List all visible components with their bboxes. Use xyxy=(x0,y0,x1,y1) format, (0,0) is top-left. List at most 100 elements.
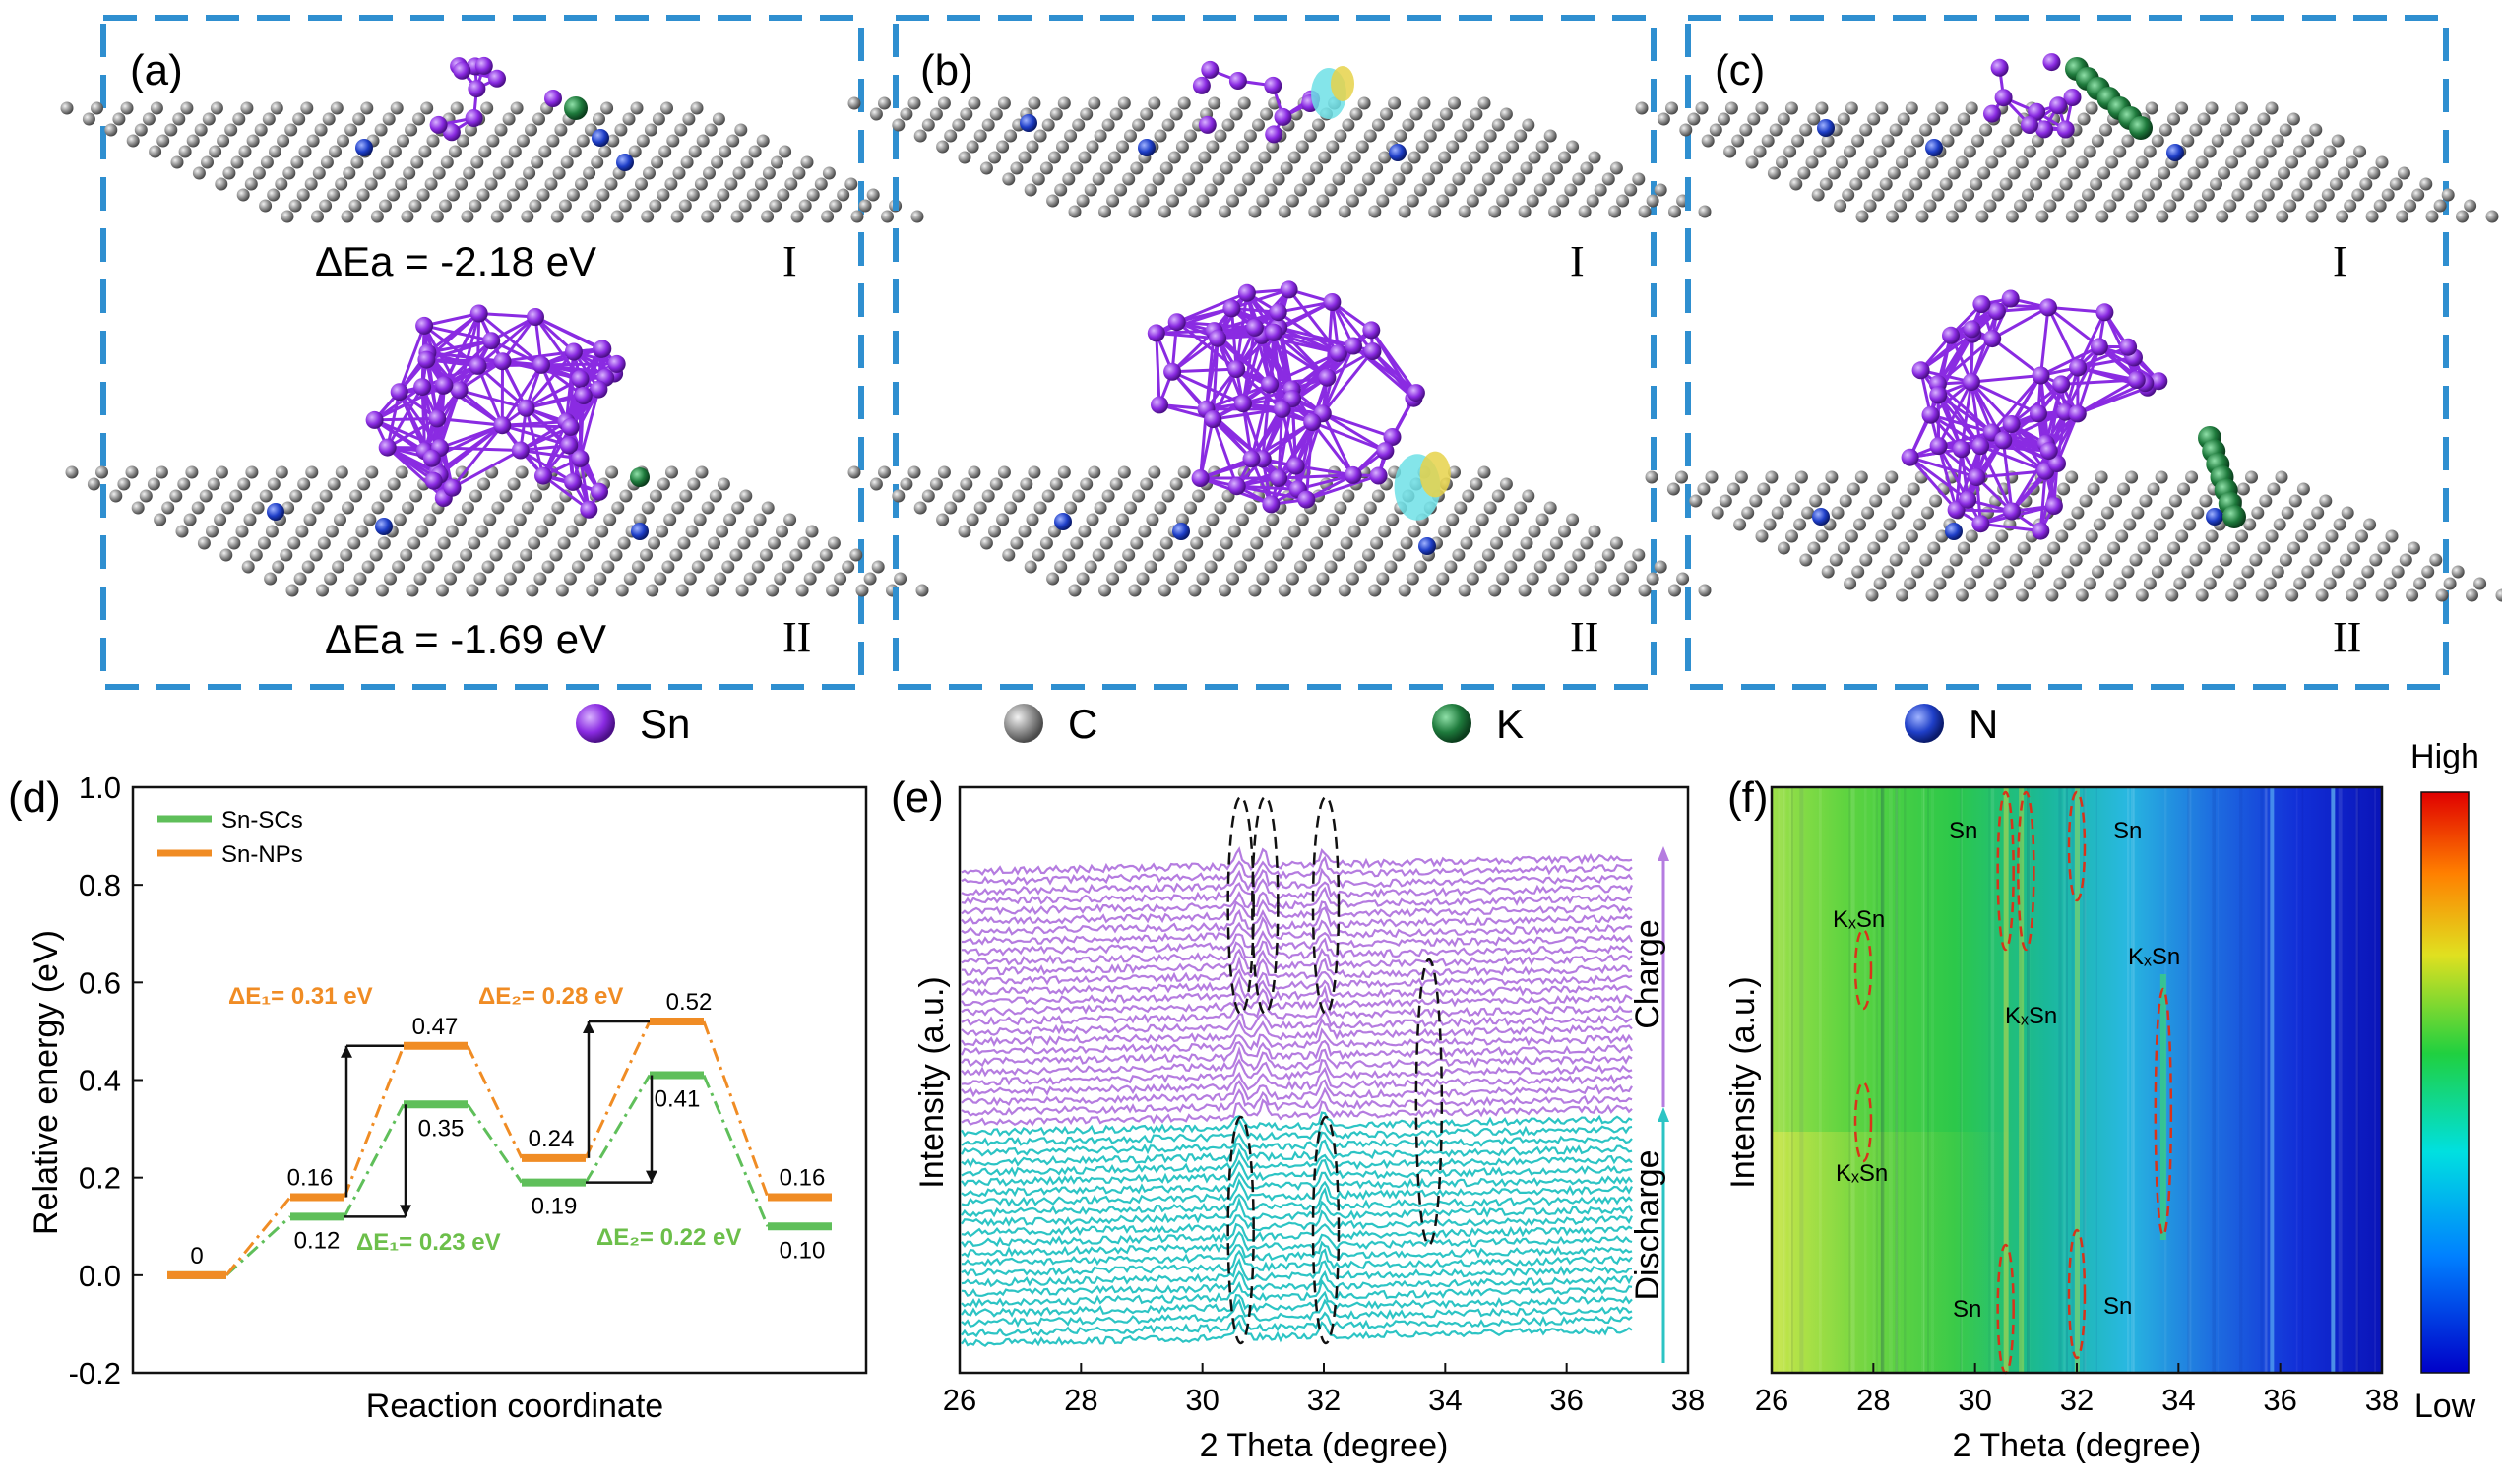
carbon-atom xyxy=(1724,101,1738,115)
carbon-atom xyxy=(264,572,278,586)
sn-bond xyxy=(476,315,536,368)
carbon-atom xyxy=(1221,118,1235,132)
tin-atom xyxy=(574,387,593,404)
carbon-atom xyxy=(1498,525,1512,538)
carbon-atom xyxy=(988,151,1001,164)
tin-atom xyxy=(1245,318,1264,337)
carbon-atom xyxy=(1295,140,1309,154)
heatmap-bright-line xyxy=(2331,787,2336,1373)
carbon-atom xyxy=(1541,172,1555,186)
carbon-atom xyxy=(1169,107,1183,121)
carbon-atom xyxy=(2456,210,2469,223)
carbon-atom xyxy=(249,548,263,562)
carbon-atom xyxy=(1214,129,1227,143)
carbon-atom xyxy=(285,584,299,597)
carbon-atom xyxy=(1332,548,1345,562)
carbon-atom xyxy=(2355,529,2368,543)
carbon-atom xyxy=(1811,188,1825,202)
carbon-atom xyxy=(648,536,660,550)
carbon-atom xyxy=(2203,577,2217,590)
tin-atom xyxy=(1192,76,1211,94)
carbon-atom xyxy=(694,177,708,191)
carbon-atom xyxy=(172,112,186,126)
sn-bond xyxy=(1241,402,1253,460)
heatmap-streak xyxy=(1872,787,1876,1373)
carbon-atom xyxy=(1675,470,1688,484)
carbon-atom xyxy=(1198,525,1212,538)
sn-bond xyxy=(1273,331,1354,347)
carbon-atom xyxy=(1326,140,1340,154)
carbon-atom xyxy=(1018,525,1032,538)
carbon-atom xyxy=(2241,134,2255,148)
nitrogen-atom xyxy=(1389,144,1407,161)
carbon-atom xyxy=(1272,172,1285,186)
carbon-atom xyxy=(1388,96,1402,110)
carbon-atom xyxy=(1278,205,1291,218)
carbon-atom xyxy=(470,155,484,169)
carbon-atom xyxy=(892,118,906,132)
carbon-atom xyxy=(183,513,197,526)
carbon-atom xyxy=(2299,177,2313,191)
carbon-atom xyxy=(603,513,617,526)
carbon-atom xyxy=(996,140,1010,154)
carbon-atom xyxy=(708,536,720,550)
carbon-atom xyxy=(445,525,459,538)
carbon-atom xyxy=(447,188,460,202)
carbon-atom xyxy=(1124,501,1137,515)
sn-bond xyxy=(542,474,591,512)
carbon-atom xyxy=(1755,101,1769,115)
carbon-atom xyxy=(1054,560,1068,574)
carbon-atom xyxy=(688,145,702,158)
carbon-atom xyxy=(1719,494,1732,508)
carbon-atom xyxy=(2158,123,2172,137)
carbon-atom xyxy=(652,112,665,126)
carbon-atom xyxy=(814,177,828,191)
carbon-atom xyxy=(1184,501,1197,515)
charge-trace xyxy=(961,898,1633,925)
carbon-atom xyxy=(1406,572,1419,586)
carbon-atom xyxy=(654,572,667,586)
carbon-atom xyxy=(1122,172,1136,186)
discharge-trace xyxy=(961,1311,1633,1338)
carbon-atom xyxy=(1159,161,1173,175)
carbon-atom xyxy=(2336,210,2349,223)
carbon-atom xyxy=(704,123,718,137)
tin-atom xyxy=(1227,360,1246,379)
carbon-atom xyxy=(2159,553,2172,567)
carbon-atom xyxy=(295,525,309,538)
carbon-atom xyxy=(878,465,891,479)
carbon-atom xyxy=(2189,553,2203,567)
carbon-atom xyxy=(732,166,746,180)
carbon-atom xyxy=(1711,506,1724,520)
carbon-atom xyxy=(1353,183,1367,197)
carbon-atom xyxy=(1837,541,1850,555)
carbon-atom xyxy=(691,560,705,574)
carbon-atom xyxy=(1491,118,1505,132)
carbon-atom xyxy=(227,536,241,550)
discharge-trace xyxy=(961,1111,1633,1138)
heatmap-streak xyxy=(1818,787,1822,1373)
energy-value-label: 0.24 xyxy=(529,1126,575,1152)
carbon-atom xyxy=(907,96,921,110)
carbon-atom xyxy=(1355,140,1369,154)
charge-trace xyxy=(961,947,1633,976)
carbon-atom xyxy=(1266,513,1280,526)
carbon-atom xyxy=(1911,134,1924,148)
sn-bond xyxy=(534,315,603,350)
carbon-atom xyxy=(1334,129,1347,143)
carbon-atom xyxy=(327,188,341,202)
carbon-atom xyxy=(640,548,653,562)
carbon-atom xyxy=(1039,161,1053,175)
carbon-atom xyxy=(1020,477,1033,491)
carbon-atom xyxy=(2396,210,2409,223)
carbon-atom xyxy=(538,145,552,158)
carbon-atom xyxy=(2441,188,2455,202)
carbon-atom xyxy=(1204,560,1218,574)
x-tick-label: 36 xyxy=(2263,1383,2296,1417)
sn-bond xyxy=(1321,344,1355,414)
carbon-atom xyxy=(468,536,481,550)
carbon-atom xyxy=(1941,565,1955,579)
carbon-atom xyxy=(2014,199,2027,213)
carbon-atom xyxy=(1256,194,1270,208)
carbon-atom xyxy=(1196,194,1210,208)
